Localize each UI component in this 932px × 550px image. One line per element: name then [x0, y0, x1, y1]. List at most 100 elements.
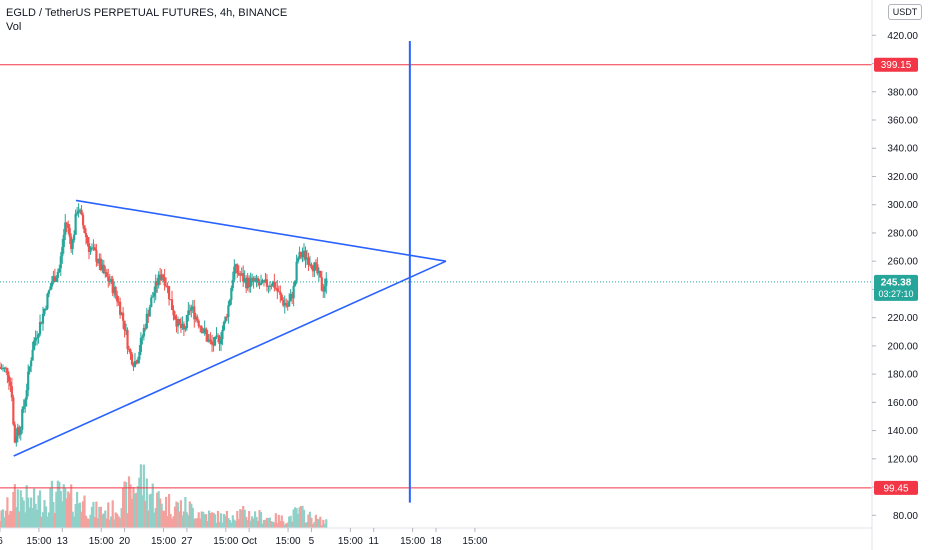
volume-bar [136, 486, 140, 528]
candle-body [228, 299, 231, 306]
candle-body [273, 281, 276, 288]
time-tick-label: Oct [241, 536, 257, 547]
candle-body [276, 288, 279, 292]
volume-bar [46, 516, 49, 528]
candle-body [173, 315, 177, 320]
volume-bar [184, 497, 187, 528]
candle-body [296, 258, 300, 262]
candle-body [121, 312, 125, 321]
candle-body [53, 276, 56, 282]
candle-body [264, 279, 267, 283]
volume-bar [24, 512, 27, 528]
candle-body [265, 279, 269, 287]
candle-body [111, 278, 114, 294]
candle-body [274, 287, 277, 289]
candle-body [89, 248, 92, 252]
volume-bar [298, 507, 301, 528]
candle-body [194, 316, 197, 320]
volume-bar [304, 522, 307, 528]
candle-body [96, 261, 99, 264]
drawings[interactable] [0, 40, 872, 503]
volume-bar [163, 510, 166, 528]
volume-bar [138, 477, 141, 528]
candle-body [41, 313, 45, 324]
candle-body [6, 368, 9, 376]
volume-indicator-label[interactable]: Vol [6, 21, 22, 33]
candle-body [236, 264, 239, 274]
volume-bar [262, 519, 266, 528]
candle-body [138, 351, 141, 360]
candle-body [107, 276, 110, 282]
candle-body [307, 257, 310, 265]
volume-bar [282, 521, 285, 528]
candle-body [268, 285, 272, 287]
candle-body [199, 326, 202, 328]
volume-bar [218, 521, 221, 528]
price-tick-label: 80.00 [893, 511, 918, 522]
volume-bar [245, 516, 248, 528]
candle-body [80, 209, 83, 215]
trendline[interactable] [75, 199, 447, 262]
symbol-title[interactable]: EGLD / TetherUS PERPETUAL FUTURES, 4h, B… [6, 7, 288, 19]
volume-bar [227, 518, 230, 528]
price-tick-label: 180.00 [887, 370, 918, 381]
candle-body [176, 319, 180, 327]
candle-body [202, 332, 205, 334]
volume-bar [77, 503, 80, 528]
volume-bar [121, 487, 125, 528]
volume-bar [167, 493, 171, 528]
volume-bar [316, 518, 319, 528]
volume-bar [141, 495, 144, 528]
candle-body [188, 310, 191, 312]
volume-bar [197, 512, 200, 528]
volume-bar [139, 464, 142, 528]
volume-bar [3, 517, 6, 528]
time-tick-label: 11 [369, 536, 380, 547]
volume-bar [314, 514, 317, 528]
candle-body [178, 319, 181, 324]
volume-bar [219, 513, 223, 528]
candle-body [65, 222, 68, 224]
candle-body [135, 360, 138, 364]
candle-body [16, 427, 19, 436]
candle-body [0, 367, 3, 370]
candle-body [56, 272, 59, 278]
volume-bar [302, 509, 306, 528]
volume-bar [101, 514, 104, 528]
volume-bar [228, 520, 231, 528]
candle-body [289, 294, 292, 302]
candle-body [153, 292, 156, 297]
volume-bar [313, 522, 316, 528]
price-tick-label: 200.00 [887, 341, 918, 352]
volume-bar [59, 491, 62, 528]
candle-body [252, 277, 255, 282]
currency-button[interactable]: USDT [888, 4, 922, 20]
volume-bar [283, 524, 286, 528]
volume-bar [265, 517, 269, 528]
candle-body [47, 290, 51, 294]
candle-body [86, 236, 89, 244]
candle-body [127, 348, 131, 350]
volume-bar [156, 492, 159, 528]
candle-body [313, 262, 316, 272]
volume-bar [114, 512, 117, 528]
volume-bar [164, 496, 168, 528]
volume-bar [181, 515, 184, 528]
volume-bar [307, 514, 310, 528]
volume-bar [270, 521, 273, 528]
volume-bar [41, 512, 45, 528]
trendline[interactable] [13, 260, 447, 457]
volume-bar [47, 512, 51, 528]
volume-bar [169, 513, 172, 528]
candle-body [31, 349, 34, 361]
candle-body [59, 256, 62, 269]
candle-body [78, 209, 82, 211]
volume-bar [68, 493, 71, 528]
volume-bar [132, 486, 135, 528]
candle-body [234, 264, 237, 267]
volume-bar [21, 497, 24, 528]
candle-body [166, 285, 169, 287]
candle-body [21, 409, 24, 430]
